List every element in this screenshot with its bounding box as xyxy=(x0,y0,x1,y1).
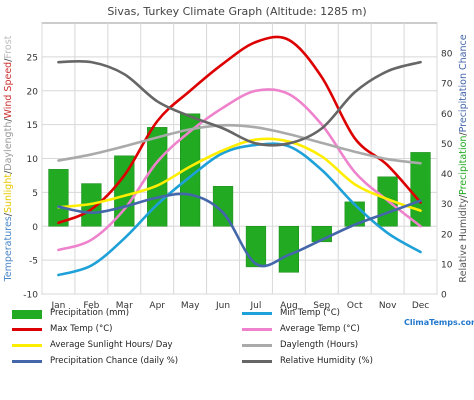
right-tick-label: 10 xyxy=(441,260,453,270)
x-tick-label: Jul xyxy=(250,301,262,311)
left-tick-label: -5 xyxy=(29,257,38,267)
legend-swatch xyxy=(242,344,272,347)
right-tick-label: 70 xyxy=(441,80,453,90)
legend-label: Average Sunlight Hours/ Day xyxy=(50,340,173,350)
left-tick-label: 15 xyxy=(27,121,38,131)
legend-swatch xyxy=(12,344,42,347)
x-tick-label: Jan xyxy=(51,301,66,311)
x-tick-label: Aug xyxy=(280,301,298,311)
legend-swatch xyxy=(12,328,42,331)
bars-layer xyxy=(48,113,431,273)
x-tick-label: Jun xyxy=(215,301,230,311)
x-tick-label: Mar xyxy=(116,301,133,311)
climate-chart: Sivas, Turkey Climate Graph (Altitude: 1… xyxy=(3,5,469,311)
axis-title-part: / xyxy=(3,58,14,62)
axis-title-part: Frost xyxy=(3,35,14,58)
x-tick-label: Oct xyxy=(347,301,363,311)
x-tick-label: Nov xyxy=(379,301,397,311)
series-line-min-temp-c xyxy=(57,142,422,277)
axis-title-part: / xyxy=(458,194,469,198)
left-axis-title: Temperatures/Sunlight/Daylength/Wind Spe… xyxy=(3,35,14,282)
legend-label: Precipitation Chance (daily %) xyxy=(50,356,179,366)
grid-layer xyxy=(41,22,438,295)
legend-swatch xyxy=(242,328,272,331)
source-credit[interactable]: ClimaTemps.com xyxy=(404,318,474,327)
x-tick-label: Sep xyxy=(313,301,330,311)
axis-title-part: Precipitation xyxy=(458,136,469,195)
left-tick-label: 5 xyxy=(32,189,38,199)
legend-swatch xyxy=(12,360,42,363)
axis-title-part: Precipitation Chance xyxy=(458,34,469,132)
axis-title-part: / xyxy=(458,132,469,136)
series-line-precipitation-chance-daily xyxy=(57,192,422,268)
series-line-max-temp-c xyxy=(57,35,422,225)
right-tick-label: 60 xyxy=(441,110,453,120)
legend-label: Max Temp (°C) xyxy=(50,324,113,334)
legend-label: Relative Humidity (%) xyxy=(280,356,373,366)
right-tick-label: 0 xyxy=(441,291,447,301)
axis-title-part: Relative Humidity xyxy=(458,198,469,283)
x-tick-label: Feb xyxy=(83,301,99,311)
series-line-average-temp-c xyxy=(57,88,422,252)
series-line-daylength-hours xyxy=(57,123,422,165)
precipitation-bar xyxy=(212,186,234,227)
left-tick-label: -10 xyxy=(23,291,38,301)
axis-title-part: Daylength xyxy=(3,122,14,171)
x-tick-label: May xyxy=(181,301,200,311)
left-tick-label: 10 xyxy=(27,155,39,165)
axis-title-part: / xyxy=(3,212,14,216)
axis-title-part: / xyxy=(3,118,14,122)
left-tick-label: 20 xyxy=(27,87,39,97)
left-tick-label: 25 xyxy=(27,53,38,63)
legend-label: Average Temp (°C) xyxy=(280,324,360,334)
left-tick-label: 0 xyxy=(32,223,38,233)
precipitation-bar xyxy=(245,226,267,268)
series-line-average-sunlight-hours-day xyxy=(57,137,422,212)
axis-title-part: Wind Speed xyxy=(3,62,14,119)
right-tick-label: 40 xyxy=(441,170,453,180)
x-tick-label: Dec xyxy=(412,301,429,311)
axis-title-part: / xyxy=(3,170,14,174)
right-tick-label: 80 xyxy=(441,50,453,60)
legend-label: Daylength (Hours) xyxy=(280,340,359,350)
axis-title-part: Sunlight xyxy=(3,174,14,213)
axis-title-part: Temperatures xyxy=(3,216,14,282)
right-tick-label: 20 xyxy=(441,230,453,240)
precipitation-bar xyxy=(278,226,299,273)
x-tick-label: Apr xyxy=(149,301,165,311)
legend-swatch xyxy=(242,360,272,363)
right-tick-label: 30 xyxy=(441,200,453,210)
right-tick-label: 50 xyxy=(441,140,453,150)
right-axis-title: Relative Humidity/Precipitation/Precipit… xyxy=(458,34,469,282)
chart-title: Sivas, Turkey Climate Graph (Altitude: 1… xyxy=(107,5,366,18)
lines-layer xyxy=(57,35,422,277)
axes-layer: -10 -5 0 5 10 15 20 25 0 10 20 30 40 50 60 70 80 Jan Feb Ma… xyxy=(23,50,452,311)
series-line-relative-humidity xyxy=(57,59,422,147)
precipitation-bar xyxy=(48,169,69,227)
